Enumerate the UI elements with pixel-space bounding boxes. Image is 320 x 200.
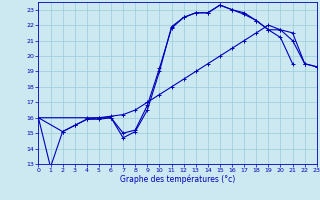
X-axis label: Graphe des températures (°c): Graphe des températures (°c) bbox=[120, 175, 235, 184]
